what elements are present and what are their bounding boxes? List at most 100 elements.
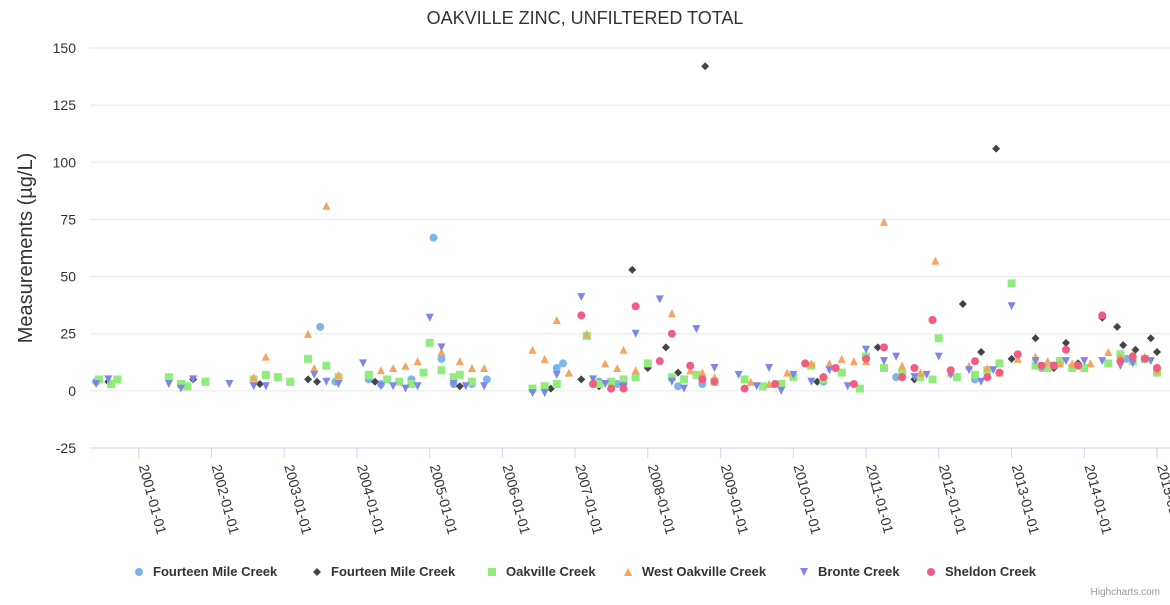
data-point[interactable] bbox=[837, 368, 846, 377]
data-point[interactable] bbox=[1098, 311, 1107, 320]
data-point[interactable] bbox=[825, 366, 834, 375]
data-point[interactable] bbox=[528, 389, 537, 398]
data-point[interactable] bbox=[1013, 350, 1022, 359]
data-point[interactable] bbox=[898, 361, 907, 370]
data-point[interactable] bbox=[1128, 359, 1137, 368]
data-point[interactable] bbox=[437, 343, 446, 352]
data-point[interactable] bbox=[740, 384, 749, 393]
data-point[interactable] bbox=[674, 382, 683, 391]
data-point[interactable] bbox=[879, 343, 888, 352]
data-point[interactable] bbox=[674, 368, 683, 377]
data-point[interactable] bbox=[313, 377, 322, 386]
data-point[interactable] bbox=[1119, 341, 1128, 350]
series-5[interactable] bbox=[577, 302, 1161, 393]
data-point[interactable] bbox=[686, 366, 695, 375]
data-point[interactable] bbox=[480, 382, 489, 391]
data-point[interactable] bbox=[879, 357, 888, 366]
data-point[interactable] bbox=[619, 345, 628, 354]
data-point[interactable] bbox=[970, 357, 979, 366]
data-point[interactable] bbox=[740, 375, 749, 384]
data-point[interactable] bbox=[1131, 345, 1140, 354]
legend-label[interactable]: Bronte Creek bbox=[818, 564, 900, 579]
data-point[interactable] bbox=[310, 370, 319, 379]
data-point[interactable] bbox=[322, 201, 331, 210]
data-point[interactable] bbox=[765, 380, 774, 388]
data-point[interactable] bbox=[577, 293, 586, 302]
legend-label[interactable]: Fourteen Mile Creek bbox=[331, 564, 456, 579]
data-point[interactable] bbox=[419, 368, 428, 377]
data-points[interactable] bbox=[92, 62, 1161, 398]
data-point[interactable] bbox=[94, 375, 103, 384]
data-point[interactable] bbox=[710, 377, 719, 386]
data-point[interactable] bbox=[701, 62, 710, 71]
legend-marker[interactable] bbox=[927, 568, 935, 576]
data-point[interactable] bbox=[898, 373, 907, 382]
data-point[interactable] bbox=[449, 373, 458, 382]
data-point[interactable] bbox=[370, 377, 379, 386]
series-4[interactable] bbox=[92, 293, 1155, 398]
data-point[interactable] bbox=[322, 377, 331, 386]
data-point[interactable] bbox=[928, 316, 937, 324]
data-point[interactable] bbox=[482, 375, 491, 384]
data-point[interactable] bbox=[334, 370, 343, 379]
data-point[interactable] bbox=[807, 377, 816, 386]
data-point[interactable] bbox=[631, 373, 640, 382]
data-point[interactable] bbox=[643, 359, 652, 368]
legend-item[interactable]: Fourteen Mile Creek bbox=[135, 564, 278, 579]
data-point[interactable] bbox=[304, 354, 313, 363]
data-point[interactable] bbox=[601, 359, 610, 368]
data-point[interactable] bbox=[849, 380, 858, 388]
data-point[interactable] bbox=[849, 357, 858, 366]
legend[interactable]: Fourteen Mile Creek Fourteen Mile Creek Oa… bbox=[135, 564, 1037, 579]
data-point[interactable] bbox=[692, 325, 701, 334]
data-point[interactable] bbox=[667, 373, 676, 382]
data-point[interactable] bbox=[1128, 352, 1137, 361]
data-point[interactable] bbox=[177, 380, 186, 388]
data-point[interactable] bbox=[680, 384, 689, 393]
data-point[interactable] bbox=[989, 366, 998, 375]
data-point[interactable] bbox=[225, 380, 234, 388]
data-point[interactable] bbox=[752, 382, 761, 391]
data-point[interactable] bbox=[765, 364, 774, 372]
data-point[interactable] bbox=[1146, 334, 1155, 343]
data-point[interactable] bbox=[655, 295, 664, 304]
data-point[interactable] bbox=[582, 329, 591, 338]
data-point[interactable] bbox=[746, 377, 755, 386]
data-point[interactable] bbox=[1031, 357, 1040, 366]
data-point[interactable] bbox=[819, 373, 828, 382]
data-point[interactable] bbox=[577, 311, 586, 320]
data-point[interactable] bbox=[558, 359, 567, 368]
data-point[interactable] bbox=[1061, 338, 1070, 347]
data-point[interactable] bbox=[376, 382, 385, 391]
data-point[interactable] bbox=[113, 375, 122, 384]
data-point[interactable] bbox=[364, 370, 373, 379]
data-point[interactable] bbox=[304, 329, 313, 338]
data-point[interactable] bbox=[177, 384, 186, 393]
data-point[interactable] bbox=[1031, 361, 1040, 370]
data-point[interactable] bbox=[631, 366, 640, 375]
data-point[interactable] bbox=[892, 352, 901, 361]
data-point[interactable] bbox=[843, 382, 852, 391]
data-point[interactable] bbox=[619, 375, 628, 384]
data-point[interactable] bbox=[552, 364, 561, 372]
data-point[interactable] bbox=[995, 368, 1004, 377]
data-point[interactable] bbox=[389, 382, 398, 391]
data-point[interactable] bbox=[467, 364, 476, 372]
data-point[interactable] bbox=[1007, 354, 1016, 363]
data-point[interactable] bbox=[528, 384, 537, 393]
data-point[interactable] bbox=[825, 359, 834, 368]
data-point[interactable] bbox=[879, 217, 888, 226]
data-point[interactable] bbox=[916, 373, 925, 382]
data-point[interactable] bbox=[1013, 354, 1022, 363]
data-point[interactable] bbox=[771, 380, 780, 388]
data-point[interactable] bbox=[395, 377, 404, 386]
data-point[interactable] bbox=[1007, 279, 1016, 288]
data-point[interactable] bbox=[286, 377, 295, 386]
data-point[interactable] bbox=[455, 357, 464, 366]
data-point[interactable] bbox=[413, 382, 422, 391]
data-point[interactable] bbox=[437, 348, 446, 356]
data-point[interactable] bbox=[992, 144, 1001, 153]
data-point[interactable] bbox=[619, 384, 628, 393]
data-point[interactable] bbox=[1140, 354, 1149, 363]
data-point[interactable] bbox=[552, 316, 561, 324]
